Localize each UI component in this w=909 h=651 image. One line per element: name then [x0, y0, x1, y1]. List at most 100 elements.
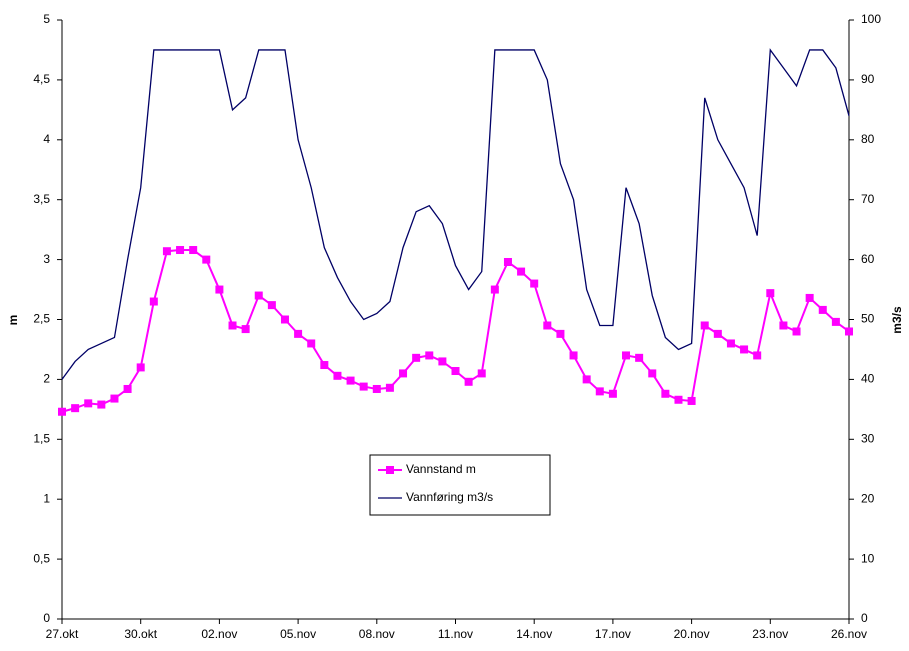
data-marker — [608, 389, 617, 398]
y2-tick-label: 80 — [861, 132, 875, 146]
y2-tick-label: 20 — [861, 491, 875, 505]
data-marker — [595, 387, 604, 396]
data-marker — [490, 285, 499, 294]
x-tick-label: 11.nov — [438, 627, 473, 641]
x-tick-label: 26.nov — [831, 627, 867, 641]
data-marker — [464, 377, 473, 386]
data-marker — [687, 396, 696, 405]
data-marker — [346, 376, 355, 385]
data-marker — [97, 400, 106, 409]
data-marker — [58, 407, 66, 416]
x-tick-label: 30.okt — [124, 627, 157, 641]
data-marker — [241, 325, 250, 334]
data-marker — [136, 363, 145, 372]
x-tick-label: 23.nov — [752, 627, 788, 641]
y-tick-label: 2 — [43, 372, 50, 386]
data-marker — [530, 279, 539, 288]
data-marker — [333, 371, 342, 380]
data-marker — [176, 246, 185, 255]
x-tick-label: 14.nov — [516, 627, 552, 641]
data-marker — [517, 267, 526, 276]
data-marker — [635, 353, 644, 362]
data-marker — [753, 351, 762, 360]
y-tick-label: 1,5 — [33, 431, 50, 445]
y2-axis-title: m3/s — [890, 306, 904, 334]
data-marker — [359, 382, 368, 391]
data-marker — [792, 327, 801, 336]
data-marker — [674, 395, 683, 404]
data-marker — [280, 315, 289, 324]
y2-tick-label: 30 — [861, 431, 875, 445]
y2-tick-label: 0 — [861, 611, 868, 625]
y-tick-label: 3 — [43, 252, 50, 266]
data-marker — [294, 329, 303, 338]
y-tick-label: 2,5 — [33, 312, 50, 326]
data-marker — [228, 321, 237, 330]
data-marker — [543, 321, 552, 330]
y-tick-label: 5 — [43, 12, 50, 26]
data-marker — [831, 317, 840, 326]
legend-label: Vannstand m — [406, 462, 476, 476]
data-marker — [110, 394, 119, 403]
y-tick-label: 3,5 — [33, 192, 50, 206]
data-marker — [123, 384, 132, 393]
data-marker — [215, 285, 224, 294]
y-axis-title: m — [6, 315, 20, 326]
data-line — [61, 48, 850, 380]
data-marker — [503, 257, 512, 266]
data-marker — [569, 351, 578, 360]
data-marker — [726, 339, 735, 348]
data-marker — [779, 321, 788, 330]
data-marker — [451, 367, 460, 376]
x-tick-label: 20.nov — [674, 627, 710, 641]
data-marker — [71, 404, 80, 413]
y-tick-label: 0,5 — [33, 551, 50, 565]
x-tick-label: 02.nov — [201, 627, 237, 641]
x-tick-label: 05.nov — [280, 627, 316, 641]
y2-tick-label: 50 — [861, 312, 875, 326]
y2-tick-label: 10 — [861, 551, 875, 565]
y-tick-label: 4 — [43, 132, 50, 146]
y2-tick-label: 40 — [861, 372, 875, 386]
data-marker — [805, 293, 814, 302]
data-marker — [700, 321, 709, 330]
y2-tick-label: 100 — [861, 12, 881, 26]
data-marker — [412, 353, 421, 362]
data-marker — [477, 369, 486, 378]
data-marker — [162, 247, 171, 256]
x-tick-label: 08.nov — [359, 627, 395, 641]
data-marker — [582, 375, 591, 384]
data-marker — [399, 369, 408, 378]
data-marker — [818, 305, 827, 314]
data-marker — [425, 351, 434, 360]
data-marker — [202, 255, 211, 264]
data-marker — [189, 246, 198, 255]
data-marker — [307, 339, 316, 348]
legend-box — [369, 454, 551, 516]
data-marker — [740, 345, 749, 354]
data-marker — [267, 301, 276, 310]
legend-label: Vannføring m3/s — [406, 490, 493, 504]
data-marker — [84, 399, 93, 408]
x-tick-label: 27.okt — [46, 627, 79, 641]
y2-tick-label: 60 — [861, 252, 875, 266]
legend-marker — [386, 466, 394, 474]
data-marker — [254, 291, 263, 300]
data-marker — [372, 384, 381, 393]
y-tick-label: 1 — [43, 491, 50, 505]
y2-tick-label: 90 — [861, 72, 875, 86]
data-line — [61, 249, 850, 413]
y2-tick-label: 70 — [861, 192, 875, 206]
data-marker — [766, 289, 775, 298]
data-marker — [149, 297, 158, 306]
y-tick-label: 4,5 — [33, 72, 50, 86]
data-marker — [320, 361, 329, 370]
data-marker — [661, 389, 670, 398]
data-marker — [713, 329, 722, 338]
data-marker — [556, 329, 565, 338]
data-marker — [845, 327, 853, 336]
data-marker — [438, 357, 447, 366]
data-marker — [648, 369, 657, 378]
data-marker — [385, 383, 394, 392]
